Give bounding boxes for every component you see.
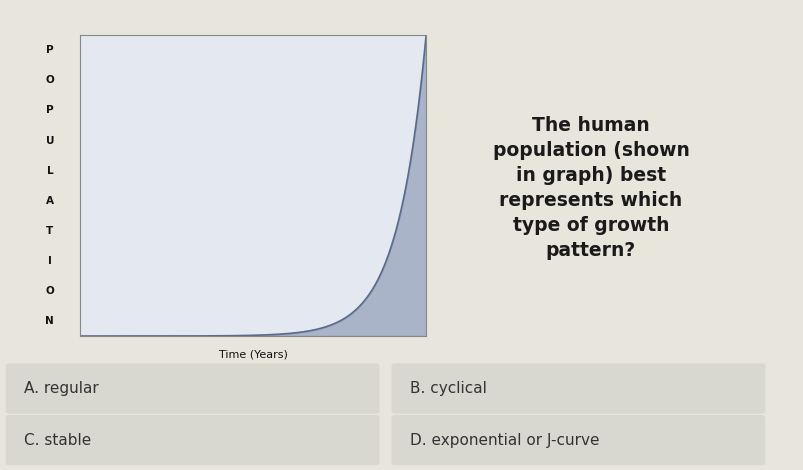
Text: A: A	[46, 196, 54, 206]
Text: T: T	[46, 226, 54, 236]
Text: P: P	[46, 105, 54, 116]
Text: L: L	[47, 165, 53, 176]
Text: A. regular: A. regular	[24, 381, 99, 396]
Text: D. exponential or J-curve: D. exponential or J-curve	[410, 433, 599, 447]
Text: Time (Years): Time (Years)	[218, 350, 287, 360]
Text: C. stable: C. stable	[24, 433, 92, 447]
Text: P: P	[46, 45, 54, 55]
Text: O: O	[46, 75, 54, 86]
Text: N: N	[46, 316, 54, 326]
Text: B. cyclical: B. cyclical	[410, 381, 487, 396]
Text: O: O	[46, 286, 54, 296]
Text: I: I	[48, 256, 51, 266]
Text: U: U	[46, 135, 54, 146]
Text: The human
population (shown
in graph) best
represents which
type of growth
patte: The human population (shown in graph) be…	[492, 116, 688, 260]
